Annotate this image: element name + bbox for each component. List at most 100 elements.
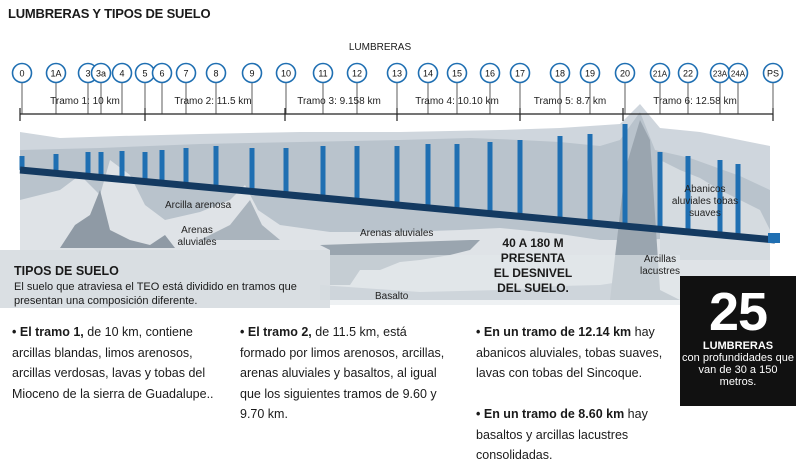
shaft-0 [19,156,25,171]
shaft-marker-10 [275,62,297,84]
shaft-label-15: 15 [452,69,462,79]
col1-text: de 10 km, contiene arcillas blandas, lim… [12,325,214,401]
shaft-4 [119,151,125,180]
lumbreras-heading: LUMBRERAS [348,42,412,53]
shaft-marker-3a [90,62,112,84]
shaft-17 [517,140,523,217]
shaft-label-20: 20 [620,69,630,79]
shaft-label-11: 11 [318,69,327,79]
shaft-marker-1a [45,62,67,84]
shaft-21a [657,152,663,230]
col-tramo-2: • El tramo 2, de 11.5 km, está formado p… [240,325,445,421]
shaft-label-14: 14 [423,69,433,79]
label-arcillas-2: lacustres [640,266,680,277]
tramo-2-label: Tramo 2: 11.5 km [174,96,251,107]
shaft-marker-8 [205,62,227,84]
shaft-label-4: 4 [119,69,124,79]
shaft-5 [142,152,148,182]
shaft-marker-4 [111,62,133,84]
page-title: LUMBRERAS Y TIPOS DE SUELO [8,6,211,21]
shaft-3a [98,152,104,178]
shaft-label-0: 0 [19,69,24,79]
col-tramo-8km: • En un tramo de 8.60 km hay basaltos y … [476,407,648,462]
badge-number: 25 [708,282,768,342]
label-abanicos-3: suaves [689,208,721,219]
label-arenas-aluviales: Arenas aluviales [360,228,433,239]
badge-text: con profundidades que van de 30 a 150 me… [682,352,794,388]
shaft-label-22: 22 [683,69,693,79]
desnivel-line-2: PRESENTA [500,251,566,265]
shaft-9 [249,148,255,192]
tipos-suelo-desc: El suelo que atraviesa el TEO está divid… [14,281,297,307]
shaft-11 [320,146,326,199]
shaft-marker-13 [386,62,408,84]
label-arenas-2: aluviales [178,237,217,248]
shaft-marker-ps [762,62,784,84]
shaft-16 [487,142,493,214]
lumbreras-badge: 25 LUMBRERAS con profundidades que van d… [680,276,796,406]
shaft-label-24a: 24A [731,70,746,79]
shaft-13 [394,146,400,205]
shaft-label-3: 3 [85,69,90,79]
desnivel-callout: 40 A 180 M PRESENTA EL DESNIVEL DEL SUEL… [478,236,588,296]
shaft-label-7: 7 [183,69,188,79]
shaft-20 [622,124,628,227]
col-tramo-12km: • En un tramo de 12.14 km hay abanicos a… [476,325,663,380]
shaft-24a [735,164,741,237]
label-arcilla-arenosa: Arcilla arenosa [165,200,232,211]
shaft-marker-0 [11,62,33,84]
shaft-6 [159,150,165,184]
tramo-1-label: Tramo 1: 10 km [50,96,120,107]
label-abanicos-2: aluviales tobas [672,196,738,207]
shaft-8 [213,146,219,189]
tramo-3-label: Tramo 3: 9.158 km [297,96,381,107]
col3b-bold: En un tramo de 8.60 km [483,407,625,421]
shaft-label-ps: PS [767,69,779,79]
shaft-label-10: 10 [281,69,291,79]
shaft-label-21a: 21A [653,70,668,79]
shaft-22 [685,156,691,232]
badge-label: LUMBRERAS [702,340,774,352]
shaft-7 [183,148,189,186]
shaft-marker-11 [312,62,334,84]
desnivel-line-4: DEL SUELO. [497,281,569,295]
col-tramo-1: • El tramo 1, de 10 km, contiene arcilla… [12,325,214,401]
shaft-marker-24a [727,62,749,84]
shaft-marker-18 [549,62,571,84]
col1-bold: El tramo 1, [19,325,84,339]
tipos-suelo-title: TIPOS DE SUELO [14,264,119,278]
shaft-marker-20 [614,62,636,84]
shaft-label-16: 16 [485,69,495,79]
tunnel-profile-diagram: Tramo 1: 10 km Tramo 2: 11.5 km Tramo 3:… [0,62,784,308]
desnivel-line-3: EL DESNIVEL [493,266,573,280]
shaft-marker-19 [579,62,601,84]
tramo-5-label: Tramo 5: 8.7 km [534,96,606,107]
desnivel-line-1: 40 A 180 M [502,236,564,250]
tunnel-line [19,166,776,244]
shaft-14 [425,144,431,208]
shaft-label-13: 13 [392,69,402,79]
shaft-label-5: 5 [142,69,147,79]
shaft-marker-15 [446,62,468,84]
shaft-15 [454,144,460,211]
col2-bold: El tramo 2, [247,325,312,339]
shaft-label-3a: 3a [96,69,106,79]
shaft-marker-17 [509,62,531,84]
col2-text: de 11.5 km, está formado por limos areno… [240,325,445,421]
shaft-1a [53,154,59,174]
shaft-12 [354,146,360,202]
col3a-text: hay abanicos aluviales, tobas suaves, la… [476,325,663,380]
shaft-marker-22 [677,62,699,84]
shaft-label-12: 12 [352,69,362,79]
shaft-label-23a: 23A [713,70,728,79]
shaft-10 [283,148,289,195]
shaft-label-9: 9 [249,69,254,79]
shaft-marker-21a [649,62,671,84]
shaft-marker-16 [479,62,501,84]
shaft-3 [85,152,91,177]
shaft-label-17: 17 [515,69,525,79]
col3a-bold: En un tramo de 12.14 km [483,325,632,339]
shaft-marker-12 [346,62,368,84]
shaft-marker-9 [241,62,263,84]
label-arenas-1: Arenas [181,225,213,236]
